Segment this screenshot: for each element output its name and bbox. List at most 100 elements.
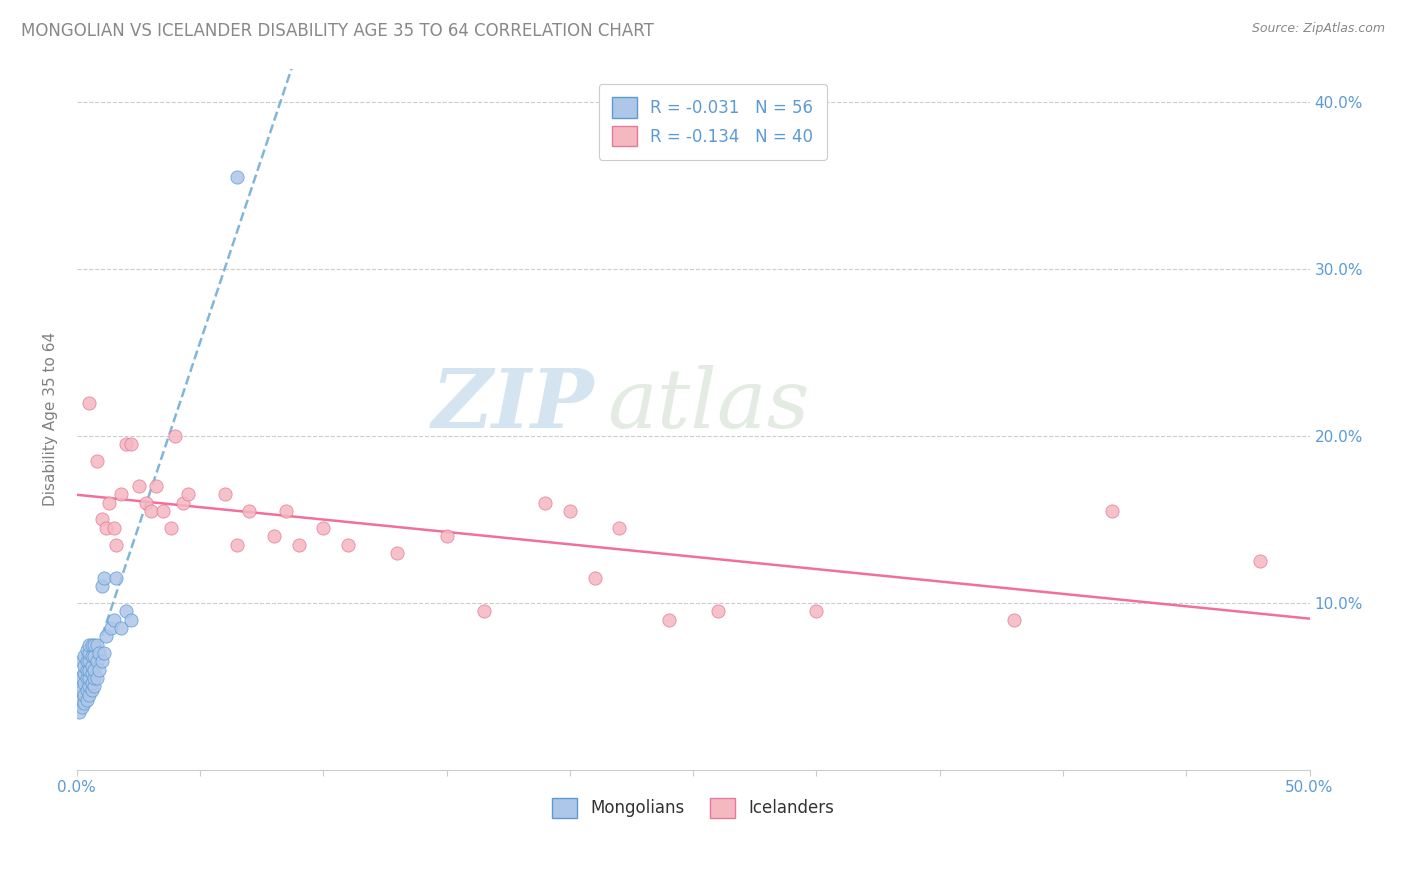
Point [558,504,581,518]
Point [583,571,606,585]
Point [145,479,167,493]
Point [80,682,103,697]
Point [337,537,360,551]
Point [83,649,105,664]
Point [97,496,120,510]
Point [86,638,108,652]
Point [96,521,118,535]
Point [83,638,105,652]
Point [80,676,103,690]
Point [83,671,105,685]
Point [73,649,96,664]
Point [120,437,142,451]
Point [73,676,96,690]
Y-axis label: Disability Age 35 to 64: Disability Age 35 to 64 [44,332,58,507]
Point [436,529,458,543]
Point [67,688,90,702]
Point [165,429,187,443]
Point [77,671,100,685]
Point [86,655,108,669]
Point [707,604,730,618]
Point [115,604,138,618]
Point [93,646,115,660]
Point [67,696,90,710]
Point [70,655,93,669]
Point [70,671,93,685]
Point [80,666,103,681]
Point [120,613,142,627]
Point [1101,504,1123,518]
Point [80,638,103,652]
Point [534,496,557,510]
Point [76,642,98,657]
Point [86,671,108,685]
Point [105,537,128,551]
Point [607,521,630,535]
Point [287,537,309,551]
Point [312,521,335,535]
Point [73,696,96,710]
Point [100,621,122,635]
Point [86,454,108,468]
Point [76,693,98,707]
Point [387,546,409,560]
Point [115,437,138,451]
Point [80,649,103,664]
Point [67,705,90,719]
Point [110,487,132,501]
Point [83,680,105,694]
Point [128,479,150,493]
Point [226,170,249,185]
Point [77,663,100,677]
Point [76,663,98,677]
Point [152,504,174,518]
Point [135,496,157,510]
Text: MONGOLIAN VS ICELANDER DISABILITY AGE 35 TO 64 CORRELATION CHART: MONGOLIAN VS ICELANDER DISABILITY AGE 35… [21,22,654,40]
Legend: Mongolians, Icelanders: Mongolians, Icelanders [546,791,841,825]
Point [87,663,110,677]
Point [103,613,125,627]
Point [67,671,90,685]
Point [77,655,100,669]
Point [76,655,98,669]
Point [96,629,118,643]
Point [77,638,100,652]
Point [76,682,98,697]
Point [73,666,96,681]
Point [110,621,132,635]
Point [77,646,100,660]
Point [87,646,110,660]
Point [70,699,93,714]
Point [263,529,285,543]
Point [276,504,298,518]
Text: atlas: atlas [607,365,810,445]
Point [1249,554,1271,568]
Point [657,613,679,627]
Point [139,504,162,518]
Point [70,693,93,707]
Point [73,688,96,702]
Point [90,579,112,593]
Point [70,682,93,697]
Point [238,504,260,518]
Point [226,537,249,551]
Point [177,487,200,501]
Point [73,659,96,673]
Point [77,688,100,702]
Point [105,571,128,585]
Point [1002,613,1025,627]
Point [77,395,100,409]
Point [172,496,194,510]
Text: ZIP: ZIP [432,365,595,445]
Point [214,487,236,501]
Point [90,655,112,669]
Point [806,604,828,618]
Point [80,659,103,673]
Point [76,671,98,685]
Text: Source: ZipAtlas.com: Source: ZipAtlas.com [1251,22,1385,36]
Point [93,571,115,585]
Point [77,680,100,694]
Point [90,512,112,526]
Point [83,663,105,677]
Point [103,521,125,535]
